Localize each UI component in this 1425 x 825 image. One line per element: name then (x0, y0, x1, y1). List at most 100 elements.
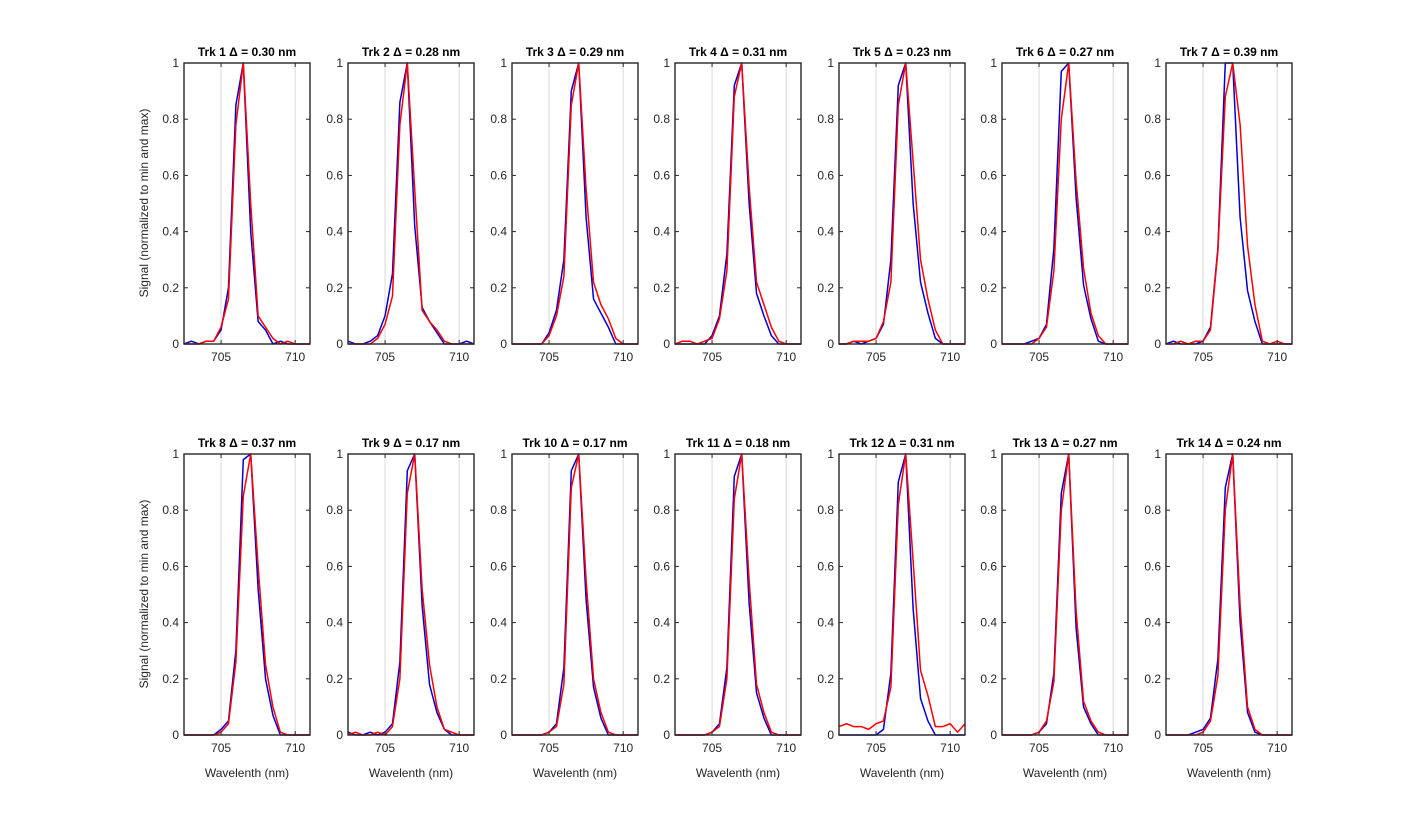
y-tick-label: 1 (1154, 56, 1161, 70)
panel-title: Trk 1 Δ = 0.30 nm (198, 45, 296, 59)
panel-title: Trk 14 Δ = 0.24 nm (1176, 436, 1281, 450)
y-tick-label: 0 (990, 337, 997, 351)
x-axis-label: Wavelenth (nm) (860, 766, 944, 780)
plot-area (675, 454, 801, 735)
y-tick-label: 0.2 (1144, 281, 1161, 295)
y-tick-label: 0.6 (326, 168, 343, 182)
x-tick-label: 710 (285, 741, 305, 755)
panel-9: 0 0.2 0.4 0.6 0.8 1 705 710 Trk 9 Δ = 0.17 nm Wav… (326, 436, 475, 780)
y-tick-label: 0.4 (490, 616, 507, 630)
axes-box (838, 453, 966, 736)
axes-box (183, 62, 311, 345)
x-tick-label: 710 (285, 350, 305, 364)
y-tick-label: 0.6 (980, 168, 997, 182)
panel-title: Trk 2 Δ = 0.28 nm (362, 45, 460, 59)
y-tick-label: 0.8 (326, 503, 343, 517)
y-tick-label: 0.6 (1144, 168, 1161, 182)
y-tick-label: 0.4 (162, 225, 179, 239)
y-tick-label: 0.8 (980, 112, 997, 126)
y-tick-label: 1 (1154, 447, 1161, 461)
y-tick-label: 0 (336, 728, 343, 742)
y-tick-label: 0.4 (980, 225, 997, 239)
y-tick-label: 1 (827, 447, 834, 461)
y-tick-label: 0.4 (817, 616, 834, 630)
panel-title: Trk 7 Δ = 0.39 nm (1180, 45, 1278, 59)
panel-title: Trk 11 Δ = 0.18 nm (686, 436, 790, 450)
axes-box (674, 62, 802, 345)
panel-grid: 0 0.2 0.4 0.6 0.8 1 705 710 Trk 1 Δ = 0.30 nm 0 0.… (162, 45, 1293, 780)
y-tick-label: 1 (663, 447, 670, 461)
y-tick-label: 1 (827, 56, 834, 70)
panel-5: 0 0.2 0.4 0.6 0.8 1 705 710 Trk 5 Δ = 0.23 nm (817, 45, 966, 364)
y-tick-label: 0 (1154, 728, 1161, 742)
axes-box (1165, 453, 1293, 736)
plot-area (348, 454, 474, 735)
panel-7: 0 0.2 0.4 0.6 0.8 1 705 710 Trk 7 Δ = 0.39 nm (1144, 45, 1293, 364)
axes-box (838, 62, 966, 345)
y-tick-label: 0.4 (1144, 225, 1161, 239)
panel-4: 0 0.2 0.4 0.6 0.8 1 705 710 Trk 4 Δ = 0.31 nm (653, 45, 802, 364)
y-tick-label: 1 (500, 56, 507, 70)
x-axis-label: Wavelenth (nm) (1023, 766, 1107, 780)
x-tick-label: 710 (940, 350, 960, 364)
y-tick-label: 0 (500, 337, 507, 351)
y-tick-label: 0.6 (817, 168, 834, 182)
x-tick-label: 705 (702, 350, 722, 364)
x-tick-label: 705 (1029, 350, 1049, 364)
y-tick-label: 0.8 (490, 503, 507, 517)
plot-area (512, 63, 638, 344)
plot-area (1166, 63, 1292, 344)
y-tick-label: 0.6 (817, 559, 834, 573)
panel-title: Trk 12 Δ = 0.31 nm (849, 436, 954, 450)
y-tick-label: 0 (663, 728, 670, 742)
y-axis-label-row-1: Signal (normalized to min and max) (137, 109, 151, 298)
y-tick-label: 1 (990, 447, 997, 461)
panel-6: 0 0.2 0.4 0.6 0.8 1 705 710 Trk 6 Δ = 0.27 nm (980, 45, 1129, 364)
axes-box (1001, 62, 1129, 345)
x-tick-label: 705 (211, 741, 231, 755)
x-tick-label: 710 (940, 741, 960, 755)
plot-area (1002, 454, 1128, 735)
y-tick-label: 1 (172, 447, 179, 461)
y-axis-label-row-2: Signal (normalized to min and max) (137, 500, 151, 689)
plot-area (348, 63, 474, 344)
panel-title: Trk 4 Δ = 0.31 nm (689, 45, 787, 59)
x-tick-label: 710 (1103, 350, 1123, 364)
panel-title: Trk 8 Δ = 0.37 nm (198, 436, 296, 450)
plot-area (839, 454, 965, 735)
y-tick-label: 0.8 (817, 503, 834, 517)
y-tick-label: 0.8 (980, 503, 997, 517)
panel-2: 0 0.2 0.4 0.6 0.8 1 705 710 Trk 2 Δ = 0.28 nm (326, 45, 475, 364)
x-tick-label: 705 (539, 350, 559, 364)
y-tick-label: 0.4 (326, 616, 343, 630)
x-tick-label: 705 (1029, 741, 1049, 755)
axes-box (1001, 453, 1129, 736)
y-tick-label: 0 (1154, 337, 1161, 351)
axes-box (511, 453, 639, 736)
panel-title: Trk 5 Δ = 0.23 nm (853, 45, 951, 59)
plot-area (1166, 454, 1292, 735)
axes-box (674, 453, 802, 736)
panel-1: 0 0.2 0.4 0.6 0.8 1 705 710 Trk 1 Δ = 0.30 nm (162, 45, 311, 364)
y-tick-label: 1 (663, 56, 670, 70)
y-tick-label: 0.2 (980, 281, 997, 295)
y-tick-label: 0.6 (653, 168, 670, 182)
y-tick-label: 0 (663, 337, 670, 351)
x-tick-label: 710 (776, 350, 796, 364)
panel-title: Trk 10 Δ = 0.17 nm (522, 436, 627, 450)
y-tick-label: 0.2 (980, 672, 997, 686)
y-tick-label: 0 (500, 728, 507, 742)
axes-box (1165, 62, 1293, 345)
x-tick-label: 710 (1267, 741, 1287, 755)
plot-area (512, 454, 638, 735)
y-tick-label: 0.2 (490, 281, 507, 295)
y-tick-label: 0.6 (653, 559, 670, 573)
panel-title: Trk 13 Δ = 0.27 nm (1012, 436, 1117, 450)
y-tick-label: 0.8 (490, 112, 507, 126)
plot-area (184, 63, 310, 344)
y-tick-label: 0.6 (162, 559, 179, 573)
axes-box (511, 62, 639, 345)
x-axis-label: Wavelenth (nm) (1187, 766, 1271, 780)
panel-11: 0 0.2 0.4 0.6 0.8 1 705 710 Trk 11 Δ = 0.18 nm Wa… (653, 436, 802, 780)
y-tick-label: 0.4 (1144, 616, 1161, 630)
